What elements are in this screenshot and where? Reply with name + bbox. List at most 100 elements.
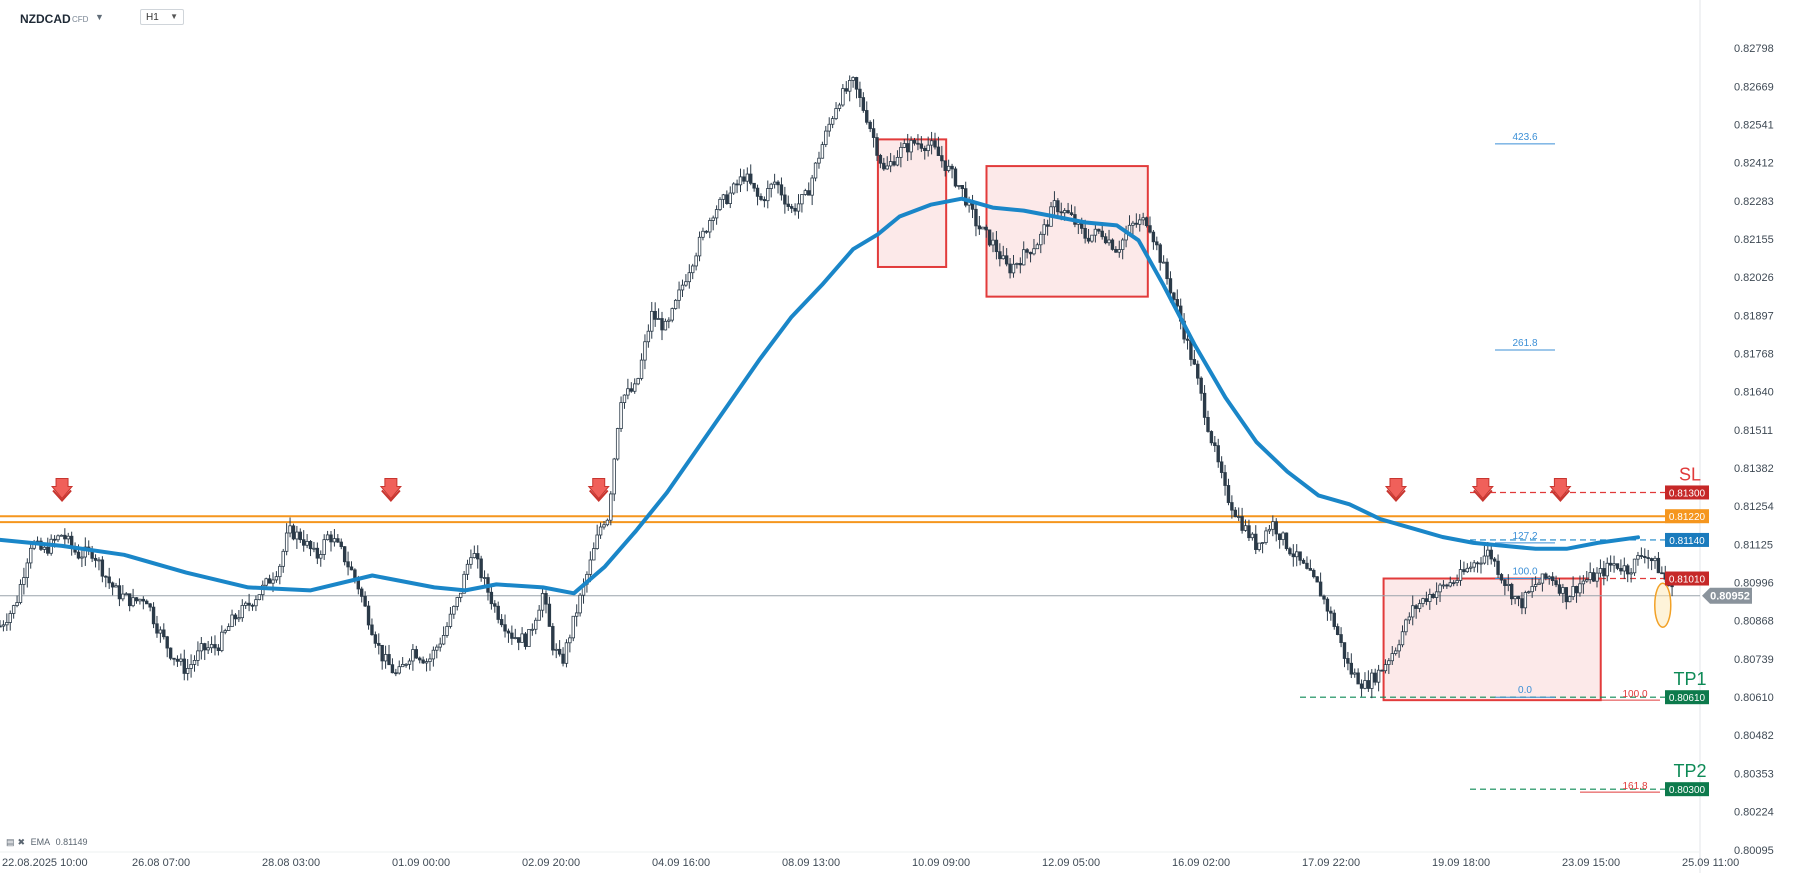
fib-ext-label: 161.8 <box>1622 781 1647 792</box>
candle-body <box>312 547 316 550</box>
x-tick-label: 17.09 22:00 <box>1302 857 1360 869</box>
x-tick-label: 25.09 11:00 <box>1682 857 1739 869</box>
candle-body <box>1097 228 1101 232</box>
candle-body <box>1537 582 1541 585</box>
candle-body <box>1417 603 1422 609</box>
candle-body <box>1656 557 1661 574</box>
candles <box>0 75 1674 699</box>
candle-body <box>1008 263 1012 274</box>
candle-body <box>1039 233 1043 246</box>
candle-body <box>527 629 531 647</box>
candle-body <box>759 195 763 200</box>
ema-legend: ▤ ✖ EMA 0.81149 <box>6 837 90 848</box>
candle-body <box>537 609 541 621</box>
candle-body <box>1486 549 1490 557</box>
candle-body <box>83 546 88 558</box>
candle-body <box>1114 249 1118 253</box>
chevron-down-icon: ▼ <box>170 12 178 21</box>
symbol-name[interactable]: NZDCAD <box>20 12 71 26</box>
candle-body <box>1035 244 1040 250</box>
candle-body <box>189 664 193 669</box>
candle-body <box>1168 278 1173 294</box>
y-tick-label: 0.81382 <box>1734 463 1774 475</box>
candle-body <box>390 664 395 674</box>
candle-body <box>636 378 640 385</box>
timeframe-select[interactable]: H1 ▼ <box>140 9 184 25</box>
candle-body <box>1093 228 1098 236</box>
candle-body <box>223 630 227 633</box>
candle-body <box>1376 669 1381 683</box>
candle-body <box>510 632 514 639</box>
candle-body <box>1110 239 1115 250</box>
price-tag-ema <box>1665 532 1709 547</box>
candle-body <box>994 239 999 253</box>
candle-body <box>1506 583 1510 586</box>
candle-body <box>923 147 927 152</box>
close-icon[interactable]: ✖ <box>17 837 26 847</box>
candle-body <box>124 593 128 596</box>
candle-body <box>936 146 941 156</box>
candle-body <box>1509 583 1514 600</box>
candle-body <box>663 320 668 331</box>
candle-body <box>1062 210 1067 214</box>
candle-body <box>298 531 302 541</box>
indicator-icon[interactable]: ▤ <box>6 837 15 847</box>
candle-body <box>516 637 521 643</box>
candle-body <box>534 619 538 630</box>
candle-body <box>725 194 729 204</box>
candle-body <box>1540 573 1545 584</box>
y-tick-label: 0.81640 <box>1734 387 1774 399</box>
candle-body <box>660 318 664 331</box>
candle-body <box>1445 584 1449 587</box>
candle-body <box>602 524 606 528</box>
candle-body <box>148 603 152 608</box>
candle-body <box>346 561 350 568</box>
candle-body <box>595 534 599 549</box>
candle-body <box>735 183 739 186</box>
candle-body <box>1383 664 1388 672</box>
x-tick-label: 12.09 05:00 <box>1042 857 1100 869</box>
candle-body <box>182 658 186 674</box>
candle-body <box>803 190 808 195</box>
chart-header: NZDCAD CFD ▼ H1 ▼ <box>0 0 1810 36</box>
candle-body <box>1629 572 1633 575</box>
candle-body <box>107 576 111 584</box>
candle-body <box>462 573 466 594</box>
candle-body <box>1530 586 1534 593</box>
candle-body <box>844 88 848 92</box>
candle-body <box>380 644 384 662</box>
candle-body <box>325 534 330 541</box>
candle-body <box>203 643 207 651</box>
candle-body <box>196 650 200 661</box>
x-tick-label: 23.09 15:00 <box>1562 857 1620 869</box>
candle-body <box>946 165 951 171</box>
candle-body <box>1240 516 1244 531</box>
sell-arrow-icon <box>1549 477 1572 502</box>
sell-arrow-icon <box>379 477 402 502</box>
candle-body <box>868 121 872 130</box>
candle-body <box>1274 521 1278 535</box>
candle-body <box>906 143 910 153</box>
candle-body <box>353 569 357 579</box>
candle-body <box>1281 532 1285 540</box>
candle-body <box>933 140 937 148</box>
candle-body <box>738 176 743 186</box>
symbol-dropdown-icon[interactable]: ▼ <box>95 12 104 22</box>
fib-ext-label: 100.0 <box>1622 689 1647 700</box>
candle-body <box>1199 377 1203 394</box>
candle-body <box>1004 255 1009 265</box>
candle-body <box>919 143 924 149</box>
candle-body <box>1605 562 1609 577</box>
y-tick-label: 0.82155 <box>1734 234 1774 246</box>
candle-body <box>547 603 552 627</box>
candle-body <box>418 657 422 661</box>
candle-body <box>284 532 289 552</box>
candle-body <box>1462 569 1466 573</box>
candle-body <box>1574 585 1579 594</box>
y-tick-label: 0.80868 <box>1734 616 1774 628</box>
sell-arrow-icon <box>1384 477 1408 502</box>
candle-body <box>1175 299 1179 307</box>
candle-body <box>288 525 292 534</box>
x-tick-label: 16.09 02:00 <box>1172 857 1230 869</box>
